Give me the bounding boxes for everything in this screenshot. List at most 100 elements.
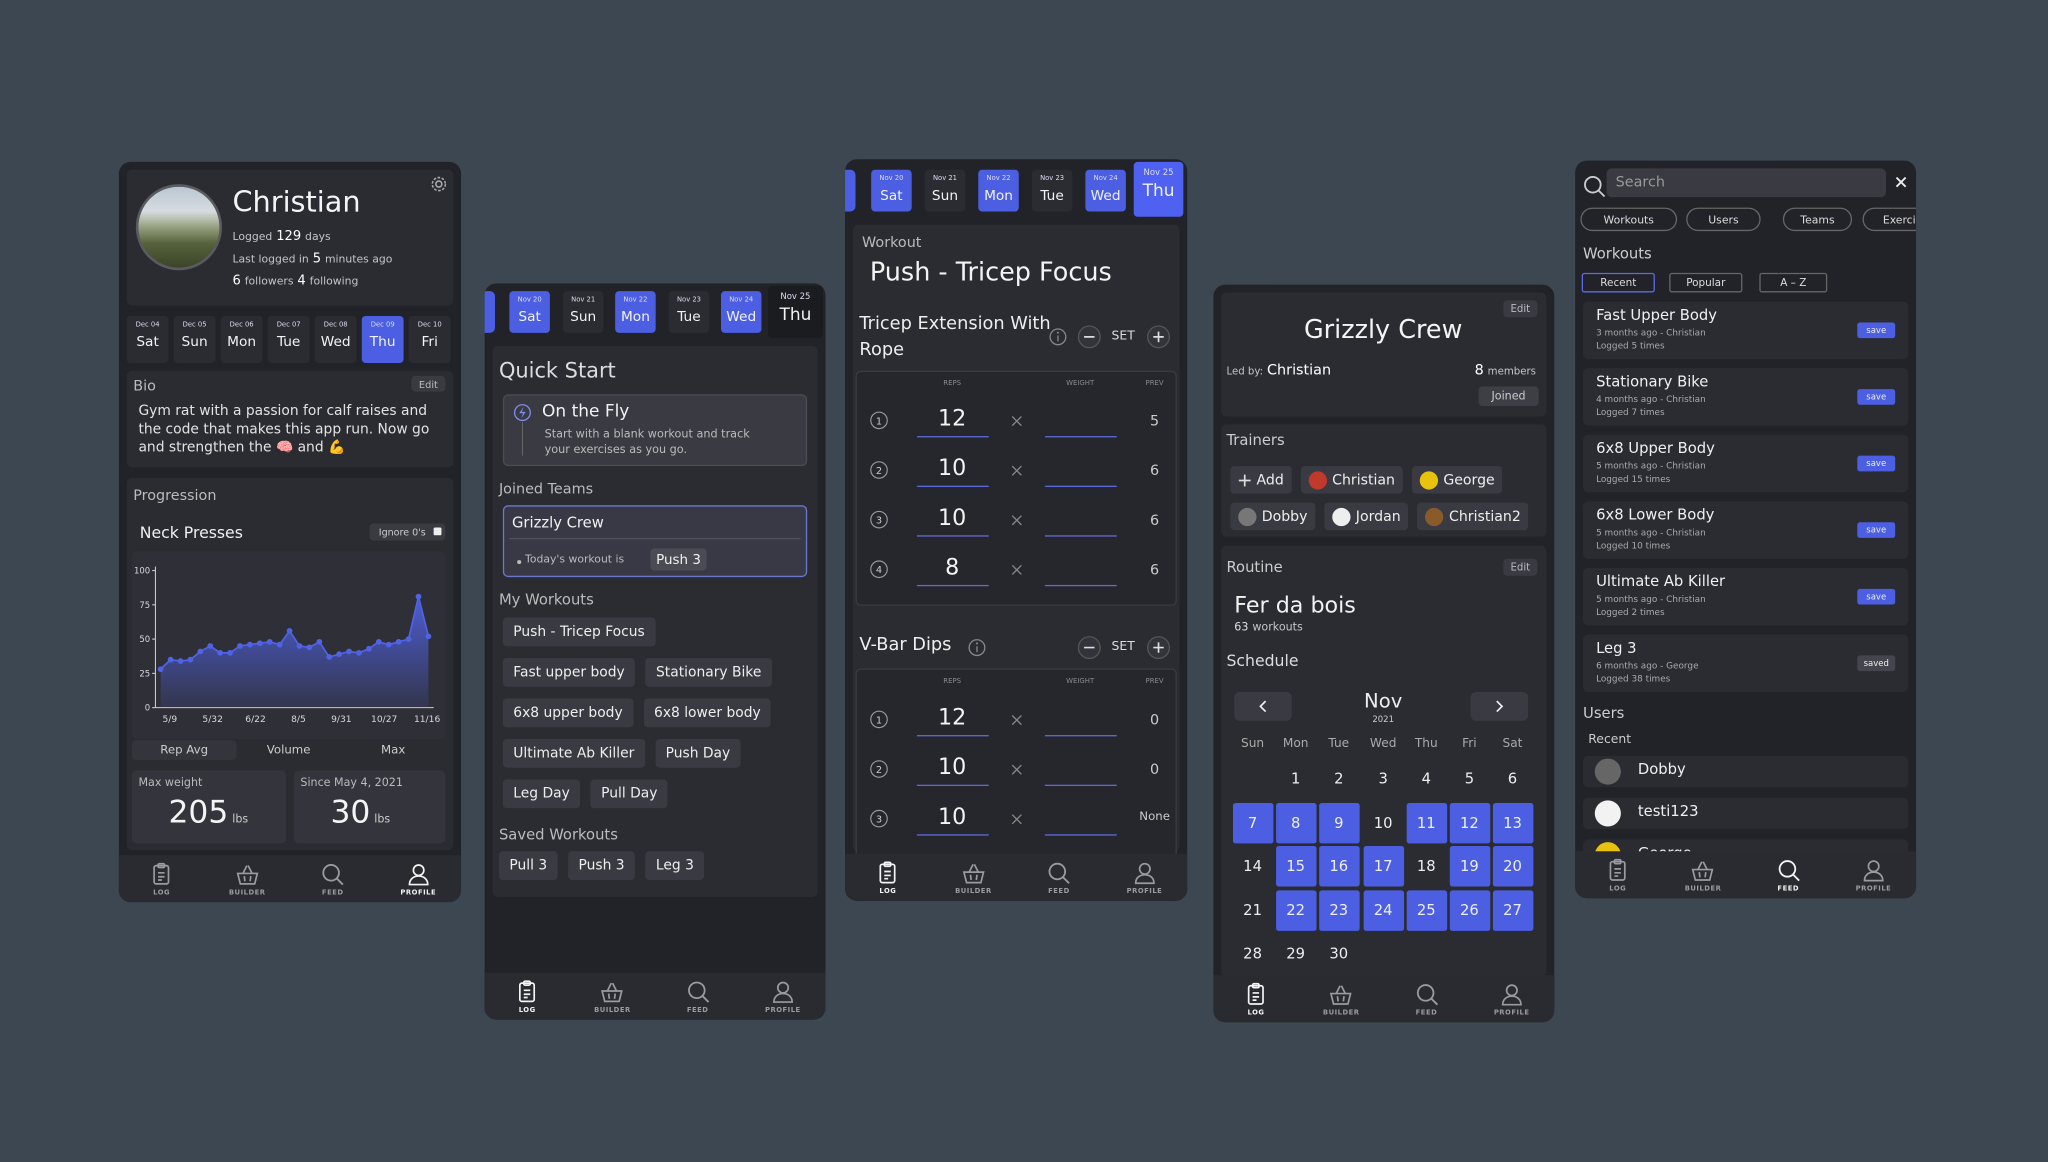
- on-the-fly-card[interactable]: On the Fly Start with a blank workout and…: [502, 394, 808, 467]
- add-trainer-button[interactable]: Add: [1230, 466, 1292, 494]
- nav-icon[interactable]: [406, 862, 431, 887]
- saved-chip[interactable]: Push 3: [568, 851, 636, 880]
- nav-icon[interactable]: [1691, 858, 1716, 883]
- calendar-day[interactable]: 5: [1464, 769, 1475, 787]
- trainer-chip[interactable]: Jordan: [1324, 502, 1409, 531]
- search-input[interactable]: Search: [1606, 168, 1887, 198]
- workout-chip[interactable]: Push - Tricep Focus: [502, 617, 656, 647]
- user-result[interactable]: Dobby: [1583, 755, 1909, 788]
- workout-chip[interactable]: 6x8 upper body: [502, 698, 634, 728]
- nav-icon[interactable]: [1329, 982, 1354, 1007]
- nav-icon[interactable]: [1776, 858, 1801, 883]
- workout-chip[interactable]: Pull Day: [590, 779, 668, 809]
- workout-chip[interactable]: Push Day: [655, 738, 741, 768]
- calendar-day-selected[interactable]: 8: [1275, 802, 1316, 843]
- edit-button[interactable]: Edit: [1503, 300, 1538, 318]
- workout-chip[interactable]: 6x8 lower body: [643, 698, 772, 728]
- nav-icon[interactable]: [515, 979, 540, 1004]
- workout-result[interactable]: 6x8 Lower Body 5 months ago - Christian Lo…: [1583, 501, 1909, 559]
- day-chip[interactable]: Nov 23 Tue: [668, 291, 710, 333]
- calendar-day[interactable]: 21: [1243, 901, 1262, 919]
- workout-chip[interactable]: Stationary Bike: [645, 658, 772, 687]
- day-chip[interactable]: Nov 23 Tue: [1031, 169, 1073, 212]
- calendar-day[interactable]: 10: [1373, 814, 1393, 832]
- calendar-day[interactable]: 3: [1378, 769, 1388, 787]
- search-tab[interactable]: Workouts: [1580, 207, 1678, 232]
- search-tab[interactable]: Teams: [1782, 207, 1853, 232]
- clear-search-button[interactable]: [1895, 176, 1907, 188]
- nav-icon[interactable]: [770, 979, 795, 1004]
- edit-button[interactable]: Edit: [1503, 558, 1538, 576]
- nav-icon[interactable]: [1132, 860, 1157, 885]
- calendar-day-selected[interactable]: 26: [1449, 889, 1490, 931]
- add-set-button[interactable]: [1147, 636, 1171, 660]
- day-chip[interactable]: Dec 08 Wed: [314, 315, 357, 363]
- nav-icon[interactable]: [1499, 982, 1524, 1007]
- nav-icon[interactable]: [235, 862, 260, 887]
- search-tab[interactable]: Users: [1686, 207, 1761, 232]
- calendar-day-selected[interactable]: 23: [1318, 889, 1360, 931]
- nav-icon[interactable]: [1244, 982, 1269, 1007]
- calendar-day-selected[interactable]: 17: [1362, 845, 1404, 886]
- workout-result[interactable]: Fast Upper Body 3 months ago - Christian L…: [1583, 301, 1909, 360]
- trainer-chip[interactable]: Dobby: [1230, 502, 1316, 531]
- calendar-day[interactable]: 30: [1329, 944, 1349, 962]
- nav-icon[interactable]: [600, 979, 625, 1004]
- day-chip[interactable]: Nov 24 Wed: [1085, 169, 1126, 212]
- calendar-day-selected[interactable]: 27: [1492, 889, 1533, 931]
- day-chip[interactable]: Dec 07 Tue: [267, 315, 310, 363]
- calendar-day[interactable]: 14: [1243, 857, 1262, 875]
- edit-button[interactable]: Edit: [411, 376, 446, 392]
- calendar-day-selected[interactable]: 15: [1275, 845, 1316, 886]
- chart-tab[interactable]: Max: [380, 743, 406, 757]
- joined-button[interactable]: Joined: [1478, 386, 1539, 407]
- workout-chip[interactable]: Leg Day: [502, 779, 581, 809]
- save-button[interactable]: save: [1857, 588, 1896, 605]
- day-chip[interactable]: Dec 06 Mon: [220, 315, 263, 363]
- day-chip[interactable]: Nov 24 Wed: [720, 291, 762, 333]
- nav-icon[interactable]: [1414, 982, 1439, 1007]
- sort-option[interactable]: Popular: [1669, 272, 1743, 293]
- team-card[interactable]: Grizzly Crew Today's workout is Push 3: [502, 505, 808, 578]
- save-button[interactable]: saved: [1857, 655, 1896, 672]
- calendar-day[interactable]: 18: [1416, 857, 1436, 875]
- day-chip[interactable]: Nov 21 Sun: [924, 169, 966, 212]
- calendar-day-selected[interactable]: 22: [1275, 889, 1316, 931]
- settings-icon[interactable]: [430, 175, 448, 193]
- day-chip[interactable]: Nov 22 Mon: [978, 169, 1019, 212]
- calendar-day-selected[interactable]: 12: [1449, 802, 1490, 843]
- remove-set-button[interactable]: [1077, 325, 1102, 349]
- ignore-zeros-toggle[interactable]: Ignore 0's: [369, 523, 446, 541]
- calendar-day-selected[interactable]: 11: [1406, 802, 1447, 843]
- nav-icon[interactable]: [320, 862, 345, 887]
- calendar-day[interactable]: 6: [1507, 769, 1518, 787]
- save-button[interactable]: save: [1857, 522, 1896, 538]
- calendar-day[interactable]: 29: [1286, 944, 1306, 962]
- workout-result[interactable]: Ultimate Ab Killer 5 months ago - Christi…: [1583, 567, 1909, 626]
- workout-result[interactable]: 6x8 Upper Body 5 months ago - Christian Lo…: [1583, 434, 1909, 493]
- add-set-button[interactable]: [1147, 325, 1171, 349]
- day-chip[interactable]: Dec 09 Thu: [361, 315, 404, 363]
- calendar-day[interactable]: 1: [1290, 769, 1301, 787]
- nav-icon[interactable]: [1047, 860, 1072, 885]
- nav-icon[interactable]: [1605, 858, 1630, 883]
- saved-chip[interactable]: Pull 3: [498, 851, 558, 880]
- calendar-day-selected[interactable]: 9: [1318, 802, 1360, 843]
- workout-result[interactable]: Leg 3 6 months ago - George Logged 38 time…: [1583, 634, 1909, 692]
- nav-icon[interactable]: [149, 862, 174, 887]
- calendar-day-selected[interactable]: 24: [1362, 889, 1404, 931]
- save-button[interactable]: save: [1857, 455, 1896, 472]
- workout-chip[interactable]: Fast upper body: [502, 658, 636, 687]
- calendar-day-selected[interactable]: 13: [1492, 802, 1533, 843]
- calendar-day-selected[interactable]: 25: [1406, 889, 1447, 931]
- day-chip[interactable]: Dec 04 Sat: [126, 315, 169, 363]
- day-chip[interactable]: Dec 10 Fri: [408, 315, 451, 363]
- info-icon[interactable]: [1049, 328, 1067, 346]
- chart-tab[interactable]: Rep Avg: [131, 740, 237, 760]
- day-chip[interactable]: Nov 21 Sun: [562, 291, 604, 333]
- trainer-chip[interactable]: George: [1411, 466, 1503, 494]
- chart-tab[interactable]: Volume: [266, 743, 311, 757]
- nav-icon[interactable]: [875, 860, 900, 885]
- calendar-day-selected[interactable]: 7: [1232, 802, 1273, 843]
- day-chip[interactable]: Nov 25 Thu: [1133, 161, 1184, 217]
